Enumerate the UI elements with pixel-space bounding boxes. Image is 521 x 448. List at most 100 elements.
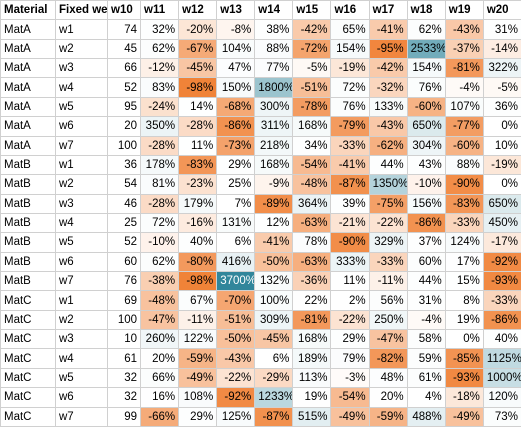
- change-cell: 66%: [139, 367, 180, 389]
- change-cell: 322%: [482, 58, 521, 79]
- change-cell: -28%: [139, 135, 180, 156]
- material-cell: MatC: [0, 406, 56, 427]
- change-cell: -11%: [368, 271, 408, 292]
- table-row: MatA w3 66 -12% -45% 47% 77% -5% -19% -42% 154% -81…: [0, 58, 521, 79]
- change-cell: 65%: [330, 19, 370, 40]
- change-cell: -86%: [482, 309, 521, 331]
- change-cell: -85%: [444, 348, 484, 369]
- change-cell: 38%: [254, 19, 294, 40]
- change-cell: -41%: [254, 232, 294, 253]
- change-cell: -48%: [292, 174, 332, 195]
- change-cell: 120%: [482, 387, 521, 408]
- change-cell: -87%: [254, 406, 294, 427]
- table-row: MatC w4 61 20% -59% -43% 6% 189% 79% -82% 59% -85% 1…: [0, 348, 521, 369]
- material-cell: MatB: [0, 232, 56, 253]
- change-cell: -49%: [178, 367, 218, 389]
- change-cell: -20%: [178, 19, 218, 40]
- change-cell: 39%: [330, 193, 370, 214]
- week-cell: w7: [55, 406, 108, 427]
- change-cell: 125%: [216, 406, 256, 427]
- change-cell: 364%: [292, 193, 332, 214]
- change-cell: 133%: [368, 96, 408, 118]
- change-cell: -78%: [292, 96, 332, 118]
- table-row: MatA w6 20 350% -28% -86% 311% 168% -79% -43% 650%…: [0, 116, 521, 137]
- week-cell: w6: [55, 387, 108, 408]
- change-cell: 31%: [406, 290, 446, 311]
- change-cell: 88%: [444, 154, 484, 176]
- change-cell: 73%: [482, 406, 521, 427]
- week-cell: w2: [55, 309, 108, 331]
- change-cell: -22%: [368, 212, 408, 234]
- week-cell: w6: [55, 251, 108, 273]
- change-cell: 416%: [216, 251, 256, 273]
- change-cell: 311%: [254, 116, 294, 137]
- change-cell: 150%: [216, 77, 256, 98]
- change-cell: -70%: [216, 290, 256, 311]
- change-cell: 58%: [406, 329, 446, 350]
- change-cell: 29%: [216, 154, 256, 176]
- value-cell: 10: [107, 329, 141, 350]
- value-cell: 20: [107, 116, 141, 137]
- change-cell: -93%: [482, 271, 521, 292]
- change-cell: -21%: [330, 212, 370, 234]
- material-cell: MatA: [0, 77, 56, 98]
- change-cell: 108%: [178, 387, 218, 408]
- change-cell: 17%: [444, 251, 484, 273]
- change-cell: 76%: [406, 77, 446, 98]
- table-row: MatB w1 36 178% -83% 29% 168% -54% -41% 44% 43% 88%…: [0, 154, 521, 176]
- material-cell: MatC: [0, 290, 56, 311]
- week-cell: w5: [55, 367, 108, 389]
- change-cell: 29%: [330, 329, 370, 350]
- change-cell: -81%: [292, 309, 332, 331]
- change-cell: -50%: [254, 251, 294, 273]
- material-cell: MatB: [0, 193, 56, 214]
- change-cell: -28%: [178, 116, 218, 137]
- change-cell: -16%: [178, 212, 218, 234]
- change-cell: -87%: [330, 174, 370, 195]
- table-row: MatC w5 32 66% -49% -22% -29% 113% -3% 48% 61% -93%…: [0, 367, 521, 389]
- change-cell: -63%: [292, 251, 332, 273]
- change-cell: 56%: [368, 290, 408, 311]
- change-cell: -19%: [330, 58, 370, 79]
- change-cell: -81%: [444, 58, 484, 79]
- change-cell: -23%: [178, 174, 218, 195]
- change-cell: 189%: [292, 348, 332, 369]
- week-cell: w2: [55, 174, 108, 195]
- change-cell: 124%: [444, 232, 484, 253]
- table-row: MatA w5 95 -24% 14% -68% 300% -78% 76% 133% -60% 10…: [0, 96, 521, 118]
- change-cell: -14%: [482, 38, 521, 60]
- week-cell: w4: [55, 212, 108, 234]
- change-cell: 333%: [330, 251, 370, 273]
- change-cell: 11%: [330, 271, 370, 292]
- change-cell: -92%: [482, 251, 521, 273]
- change-cell: 2533%: [406, 38, 446, 60]
- change-cell: 309%: [254, 309, 294, 331]
- change-cell: 650%: [406, 116, 446, 137]
- change-cell: 154%: [330, 38, 370, 60]
- change-cell: -90%: [444, 174, 484, 195]
- column-header: w20: [482, 0, 521, 21]
- change-cell: 77%: [254, 58, 294, 79]
- table-row: MatC w1 69 -48% 67% -70% 100% 22% 2% 56% 31% 8% -33%: [0, 290, 521, 311]
- change-cell: 3700%: [216, 271, 256, 292]
- change-cell: 59%: [406, 348, 446, 369]
- table-row: MatB w3 46 -28% 179% 7% -89% 364% 39% -75% 156% -83…: [0, 193, 521, 214]
- material-cell: MatC: [0, 367, 56, 389]
- change-cell: 515%: [292, 406, 332, 427]
- week-cell: w1: [55, 290, 108, 311]
- material-cell: MatA: [0, 135, 56, 156]
- change-cell: -38%: [139, 271, 180, 292]
- change-cell: -51%: [216, 309, 256, 331]
- change-cell: 60%: [406, 251, 446, 273]
- change-cell: 37%: [406, 232, 446, 253]
- change-cell: -33%: [368, 251, 408, 273]
- change-cell: -83%: [178, 154, 218, 176]
- table-body: MatA w1 74 32% -20% -8% 38% -42% 65% -41% 62% -43% 3…: [0, 19, 521, 427]
- week-cell: w3: [55, 58, 108, 79]
- change-cell: 19%: [292, 387, 332, 408]
- change-cell: 29%: [178, 406, 218, 427]
- change-cell: 20%: [368, 387, 408, 408]
- change-cell: -36%: [292, 271, 332, 292]
- week-cell: w1: [55, 154, 108, 176]
- change-cell: 178%: [139, 154, 180, 176]
